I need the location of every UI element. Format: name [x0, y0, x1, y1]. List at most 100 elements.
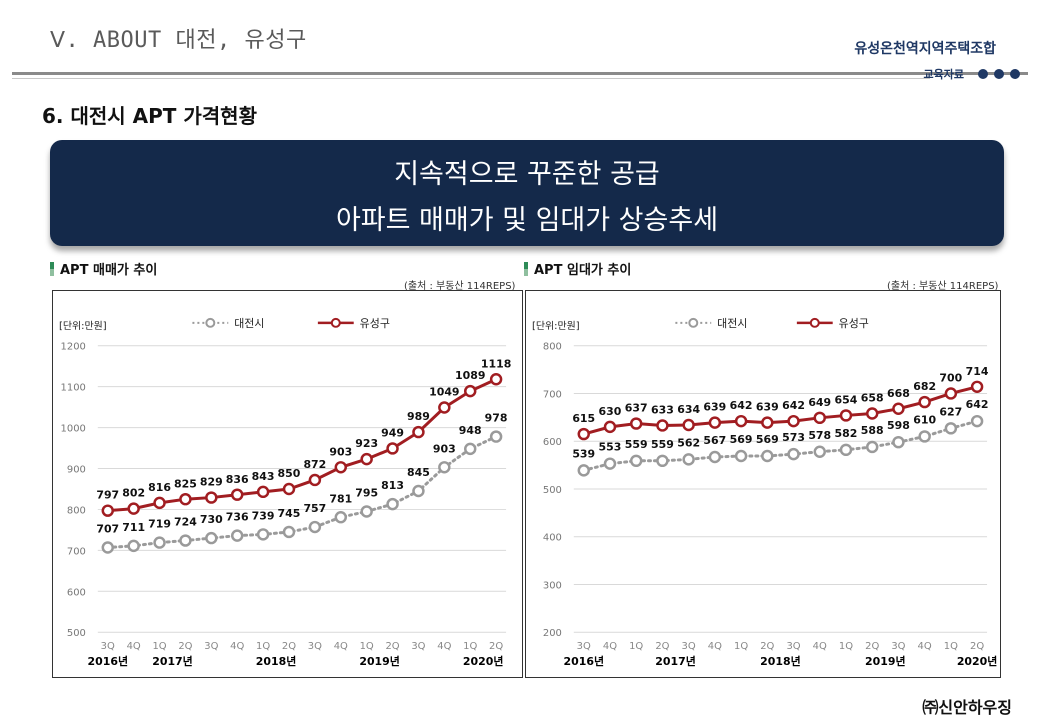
legend-marker [330, 317, 341, 328]
data-point [438, 461, 451, 474]
year-label: 2020년 [957, 654, 998, 668]
data-point [205, 531, 218, 545]
data-label: 843 [252, 470, 275, 483]
series-line [106, 435, 498, 549]
rent-chart-title: APT 임대가 추이 [534, 263, 632, 278]
headline-banner: 지속적으로 꾸준한 공급 아파트 매매가 및 임대가 상승추세 [50, 140, 1004, 246]
data-point [892, 435, 905, 449]
data-point [682, 418, 695, 432]
data-label: 642 [730, 399, 753, 412]
data-point [282, 482, 296, 496]
data-point [153, 496, 166, 510]
data-point [256, 485, 270, 499]
dot-icon [978, 69, 988, 79]
data-label: 562 [677, 436, 700, 449]
data-label: 802 [122, 487, 145, 500]
sale-chart-header: APT 매매가 추이 [50, 259, 157, 278]
data-label: 903 [433, 442, 456, 455]
data-point [970, 414, 984, 428]
unit-label: [단위:만원] [532, 319, 580, 332]
data-point [256, 528, 270, 541]
data-point [761, 416, 774, 429]
y-tick-label: 1100 [61, 383, 86, 394]
x-tick-label: 3Q [308, 641, 322, 652]
year-label: 2018년 [760, 654, 801, 668]
x-tick-label: 1Q [629, 641, 643, 652]
data-point [892, 402, 905, 415]
data-point [865, 440, 879, 454]
data-label: 829 [200, 476, 223, 489]
x-tick-label: 2Q [970, 641, 984, 652]
org-name: 유성온천역지역주택조합 [854, 41, 996, 57]
data-label: 649 [808, 396, 831, 409]
data-label: 736 [226, 511, 249, 524]
data-label: 654 [835, 394, 858, 407]
data-point [656, 454, 669, 468]
data-point [787, 414, 800, 428]
data-point [360, 452, 373, 466]
company-name: ㈜신안하우징 [922, 698, 1012, 717]
data-label: 553 [599, 441, 622, 454]
y-tick-label: 200 [543, 628, 562, 639]
year-label: 2016년 [87, 654, 128, 668]
data-point [656, 419, 669, 432]
x-tick-label: 2Q [385, 641, 399, 652]
data-point [629, 454, 643, 468]
legend-marker [688, 317, 699, 328]
x-tick-label: 2Q [655, 641, 669, 652]
legend-label: 대전시 [717, 317, 747, 330]
year-label: 2017년 [152, 654, 193, 668]
section-marker-icon [50, 261, 54, 276]
year-label: 2020년 [463, 654, 504, 668]
data-label: 633 [651, 404, 674, 417]
rent-chart-source: (출처 : 부동산 114REPS) [887, 281, 999, 292]
data-point [603, 420, 617, 434]
x-tick-label: 1Q [152, 641, 166, 652]
data-point [489, 373, 503, 386]
sale-chart-source: (출처 : 부동산 114REPS) [404, 281, 516, 292]
data-point [603, 457, 617, 470]
x-tick-label: 4Q [127, 641, 141, 652]
data-point [308, 473, 322, 487]
data-label: 637 [625, 402, 648, 415]
data-label: 739 [252, 509, 275, 522]
legend-label: 대전시 [234, 317, 264, 330]
data-point [813, 411, 826, 425]
data-point [334, 461, 347, 474]
x-tick-label: 3Q [786, 641, 800, 652]
data-point [179, 492, 192, 506]
data-label: 668 [887, 387, 910, 400]
section-marker-icon [524, 261, 528, 276]
data-label: 682 [913, 380, 936, 393]
data-point [918, 430, 931, 443]
data-label: 658 [861, 392, 884, 405]
year-label: 2019년 [865, 654, 906, 668]
year-label: 2016년 [563, 654, 604, 668]
line-chart-svg: 500 600 700 800 900 1000 1100 1200 [단위:만원] 대전시 유성구… [59, 317, 511, 668]
data-point [839, 409, 853, 422]
data-label: 578 [808, 429, 831, 442]
data-label: 559 [651, 438, 674, 451]
y-tick-label: 700 [67, 546, 86, 557]
edu-label: 교육자료 [923, 68, 964, 81]
data-point [101, 541, 114, 554]
data-point [179, 534, 192, 547]
data-label: 1089 [455, 369, 485, 382]
y-tick-label: 900 [67, 464, 86, 475]
x-tick-label: 4Q [230, 641, 244, 652]
data-point [787, 447, 800, 461]
data-label: 627 [939, 405, 962, 418]
sale-chart-panel: 500 600 700 800 900 1000 1100 1200 [단위:만원] 대전시 유성구… [52, 290, 523, 678]
data-point [282, 525, 296, 539]
series-line [582, 419, 979, 472]
data-point [577, 427, 590, 441]
y-tick-label: 500 [543, 485, 562, 496]
data-point [412, 484, 425, 498]
data-point [386, 497, 399, 511]
data-label: 1049 [429, 386, 459, 399]
x-tick-label: 3Q [101, 641, 115, 652]
data-point [761, 449, 774, 463]
data-point [813, 445, 826, 458]
data-label: 598 [887, 419, 910, 432]
banner-line-2: 아파트 매매가 및 임대가 상승추세 [335, 205, 719, 236]
